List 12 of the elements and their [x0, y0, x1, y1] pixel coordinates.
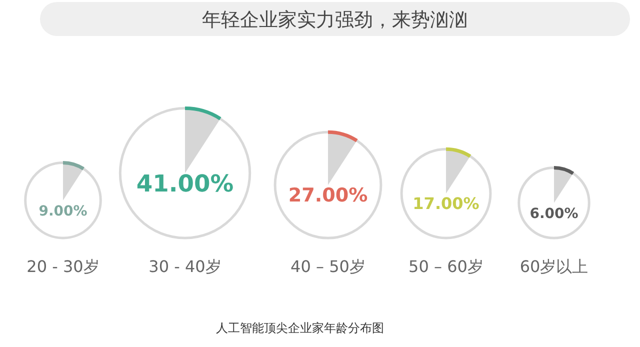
data-label: 27.00%	[288, 184, 368, 207]
category-label: 40 – 50岁	[290, 257, 366, 276]
category-label: 50 – 60岁	[408, 257, 484, 276]
data-label: 6.00%	[530, 206, 578, 222]
data-label: 17.00%	[412, 194, 480, 214]
text: 人工智能顶尖企业家年龄分布图	[216, 321, 384, 335]
category-label: 30 - 40岁	[148, 257, 222, 276]
data-label: 41.00%	[136, 169, 234, 198]
category-label: 20 - 30岁	[26, 257, 100, 276]
category-label: 60岁以上	[520, 257, 588, 276]
text: 年轻企业家实力强劲，来势汹汹	[202, 9, 468, 31]
data-label: 9.00%	[38, 203, 88, 220]
